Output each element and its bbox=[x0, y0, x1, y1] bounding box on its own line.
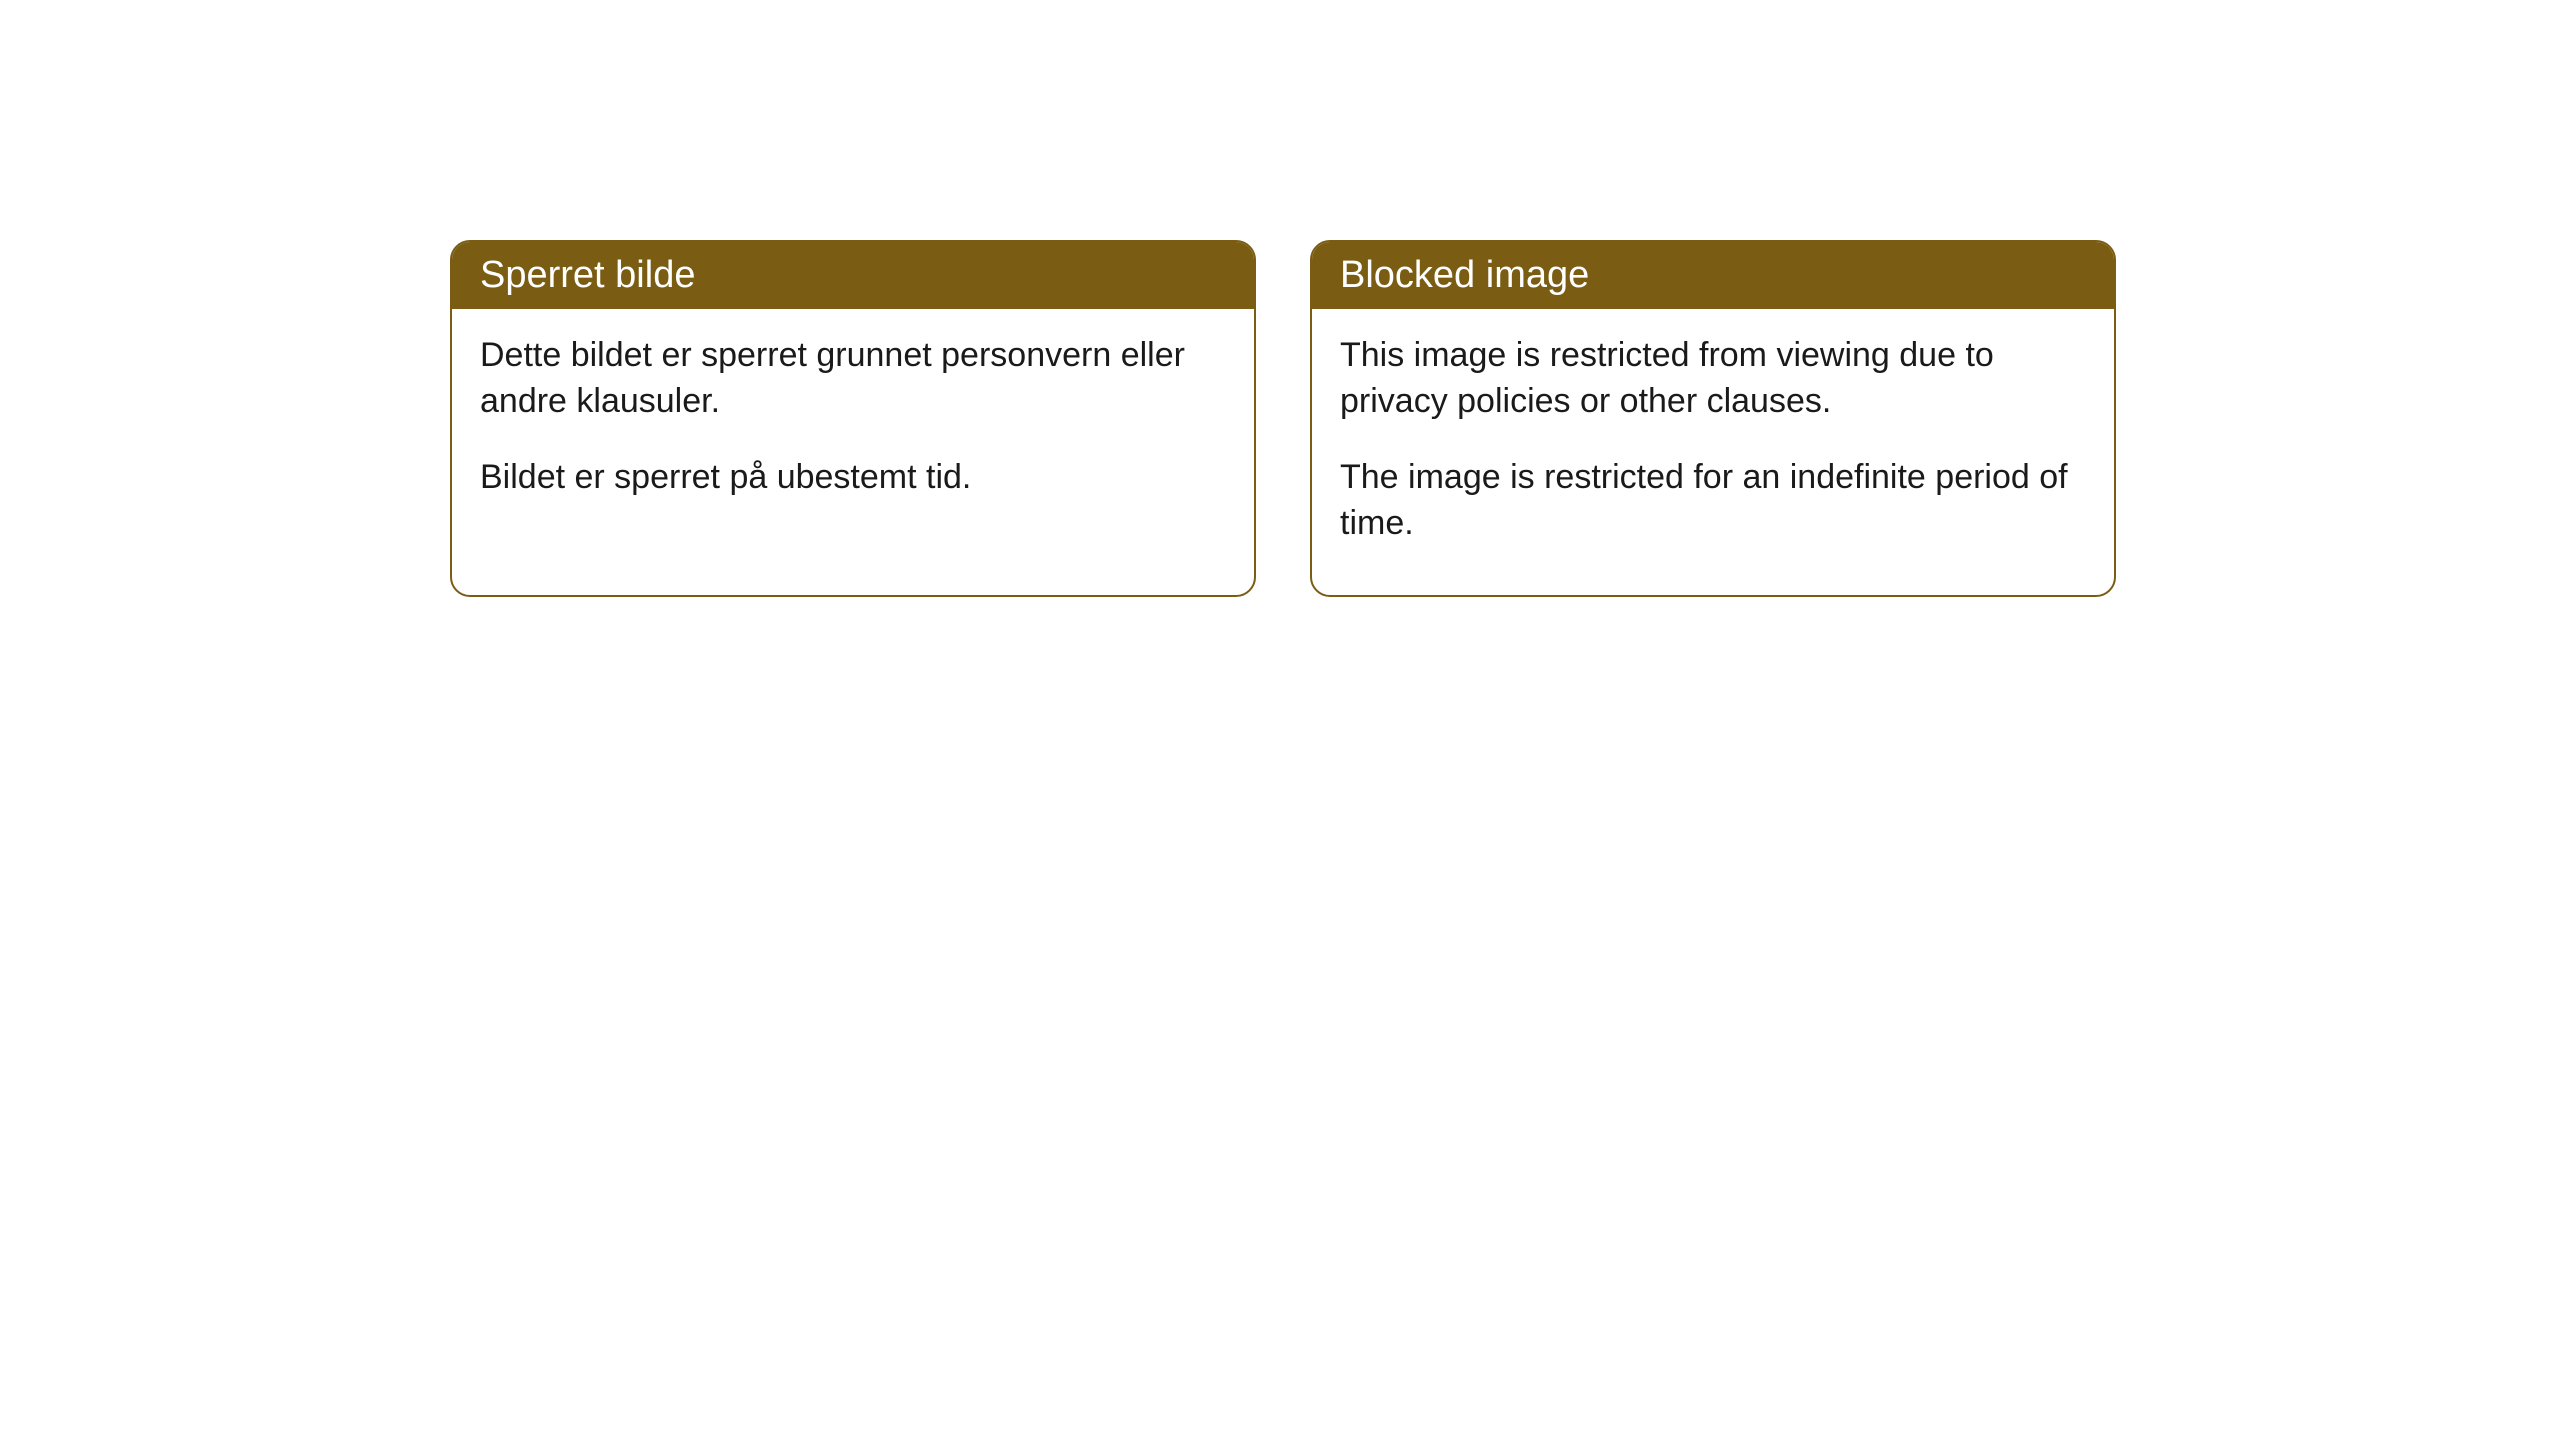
card-title: Sperret bilde bbox=[480, 254, 695, 296]
notice-card-norwegian: Sperret bilde Dette bildet er sperret gr… bbox=[450, 240, 1256, 597]
card-header-english: Blocked image bbox=[1312, 242, 2114, 309]
card-header-norwegian: Sperret bilde bbox=[452, 242, 1254, 309]
notice-card-english: Blocked image This image is restricted f… bbox=[1310, 240, 2116, 597]
card-body-norwegian: Dette bildet er sperret grunnet personve… bbox=[452, 309, 1254, 549]
card-paragraph-1: Dette bildet er sperret grunnet personve… bbox=[480, 333, 1226, 425]
card-title: Blocked image bbox=[1340, 254, 1589, 296]
card-paragraph-2: The image is restricted for an indefinit… bbox=[1340, 455, 2086, 547]
card-paragraph-2: Bildet er sperret på ubestemt tid. bbox=[480, 455, 1226, 501]
notice-cards-container: Sperret bilde Dette bildet er sperret gr… bbox=[450, 240, 2116, 597]
card-paragraph-1: This image is restricted from viewing du… bbox=[1340, 333, 2086, 425]
card-body-english: This image is restricted from viewing du… bbox=[1312, 309, 2114, 595]
